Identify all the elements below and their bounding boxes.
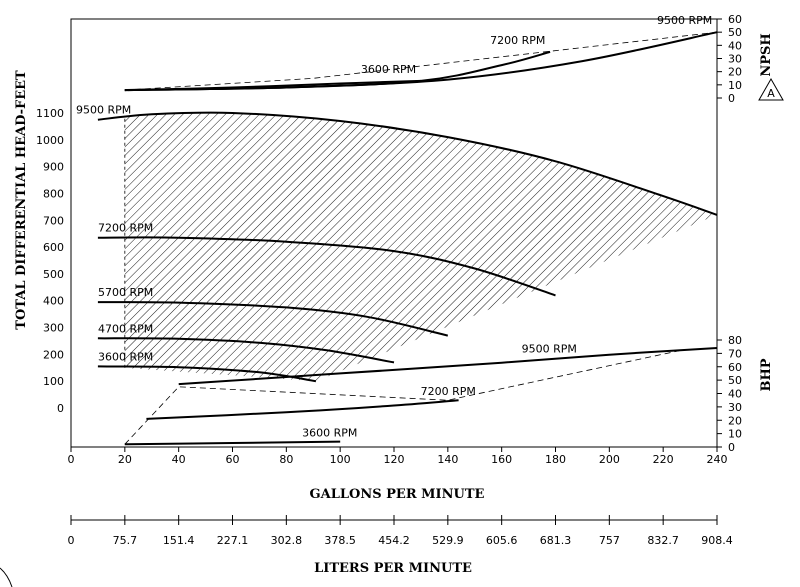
npsh-curve-9500 — [124, 31, 718, 92]
lpm-tick-label: 378.5 — [324, 534, 356, 547]
head-curve-9500 — [97, 111, 718, 216]
bhp-curve-label: 9500 RPM — [522, 343, 577, 356]
head-tick-label: 300 — [43, 322, 64, 335]
x2-axis-title: LITERS PER MINUTE — [314, 561, 472, 576]
lpm-tick-label: 908.4 — [701, 534, 733, 547]
lpm-tick-label: 681.3 — [540, 534, 572, 547]
head-tick-label: 100 — [43, 375, 64, 388]
lpm-tick-label: 302.8 — [271, 534, 303, 547]
lpm-tick-label: 529.9 — [432, 534, 464, 547]
bhp-dashed-line — [124, 350, 680, 445]
x-tick-label: 180 — [545, 453, 566, 466]
npsh-tick-label: 30 — [728, 53, 742, 66]
head-curve-7200 — [97, 236, 556, 297]
bhp-tick-label: 30 — [728, 401, 742, 414]
bhp-curve-7200 — [146, 399, 459, 420]
npsh-tick-label: 60 — [728, 13, 742, 26]
head-tick-label: 400 — [43, 295, 64, 308]
bhp-tick-label: 10 — [728, 428, 742, 441]
lpm-tick-label: 75.7 — [113, 534, 138, 547]
npsh-dashed-line — [124, 31, 718, 91]
head-curve-label: 5700 RPM — [98, 286, 153, 299]
npsh-tick-label: 0 — [728, 92, 735, 105]
head-curve-5700 — [97, 301, 449, 337]
bhp-tick-label: 20 — [728, 414, 742, 427]
npsh-curve-label: 9500 RPM — [657, 14, 712, 27]
npsh-tick-label: 40 — [728, 39, 742, 52]
x-tick-label: 220 — [653, 453, 674, 466]
npsh-axis-title: NPSH — [759, 33, 774, 76]
head-tick-label: 800 — [43, 187, 64, 200]
head-curve-label: 7200 RPM — [98, 222, 153, 235]
head-curve-4700 — [97, 337, 395, 364]
x-tick-label: 20 — [118, 453, 132, 466]
lpm-tick-label: 605.6 — [486, 534, 518, 547]
lpm-tick-label: 227.1 — [217, 534, 249, 547]
revision-badge: A — [767, 87, 775, 100]
x-tick-label: 0 — [68, 453, 75, 466]
head-tick-label: 500 — [43, 268, 64, 281]
head-tick-label: 600 — [43, 241, 64, 254]
x-tick-label: 240 — [707, 453, 728, 466]
head-tick-label: 900 — [43, 161, 64, 174]
bhp-tick-label: 0 — [728, 441, 735, 454]
head-curve-label: 3600 RPM — [98, 350, 153, 363]
npsh-curve-label: 7200 RPM — [490, 34, 545, 47]
x-tick-label: 40 — [172, 453, 186, 466]
x-tick-label: 60 — [226, 453, 240, 466]
lpm-tick-label: 0 — [68, 534, 75, 547]
bhp-curve-3600 — [124, 440, 341, 446]
bhp-axis-title: BHP — [759, 358, 774, 391]
bhp-tick-label: 70 — [728, 347, 742, 360]
npsh-tick-label: 10 — [728, 79, 742, 92]
operating-region-hatch — [124, 112, 718, 382]
corner-arc — [0, 567, 13, 587]
bhp-tick-label: 50 — [728, 374, 742, 387]
x-tick-label: 160 — [491, 453, 512, 466]
bhp-tick-label: 80 — [728, 334, 742, 347]
bhp-tick-label: 40 — [728, 388, 742, 401]
bhp-curve-9500 — [178, 347, 718, 386]
lpm-tick-label: 454.2 — [378, 534, 410, 547]
head-curve-label: 9500 RPM — [76, 104, 131, 117]
head-tick-label: 1100 — [36, 107, 64, 120]
head-tick-label: 1000 — [36, 134, 64, 147]
y-axis-title: TOTAL DIFFERENTIAL HEAD-FEET — [14, 70, 29, 330]
x-axis-title: GALLONS PER MINUTE — [310, 487, 485, 502]
x-tick-label: 80 — [279, 453, 293, 466]
head-tick-label: 700 — [43, 214, 64, 227]
npsh-tick-label: 20 — [728, 66, 742, 79]
head-tick-label: 200 — [43, 348, 64, 361]
npsh-tick-label: 50 — [728, 26, 742, 39]
head-curve-label: 4700 RPM — [98, 322, 153, 335]
x-tick-label: 140 — [437, 453, 458, 466]
bhp-curve-label: 7200 RPM — [421, 385, 476, 398]
lpm-tick-label: 832.7 — [647, 534, 679, 547]
head-tick-label: 0 — [57, 402, 64, 415]
bhp-tick-label: 60 — [728, 361, 742, 374]
lpm-tick-label: 151.4 — [163, 534, 195, 547]
x-tick-label: 100 — [330, 453, 351, 466]
lpm-tick-label: 757 — [599, 534, 620, 547]
revision-triangle-icon — [758, 77, 784, 101]
x-tick-label: 120 — [384, 453, 405, 466]
x-tick-label: 200 — [599, 453, 620, 466]
bhp-curve-label: 3600 RPM — [302, 427, 357, 440]
